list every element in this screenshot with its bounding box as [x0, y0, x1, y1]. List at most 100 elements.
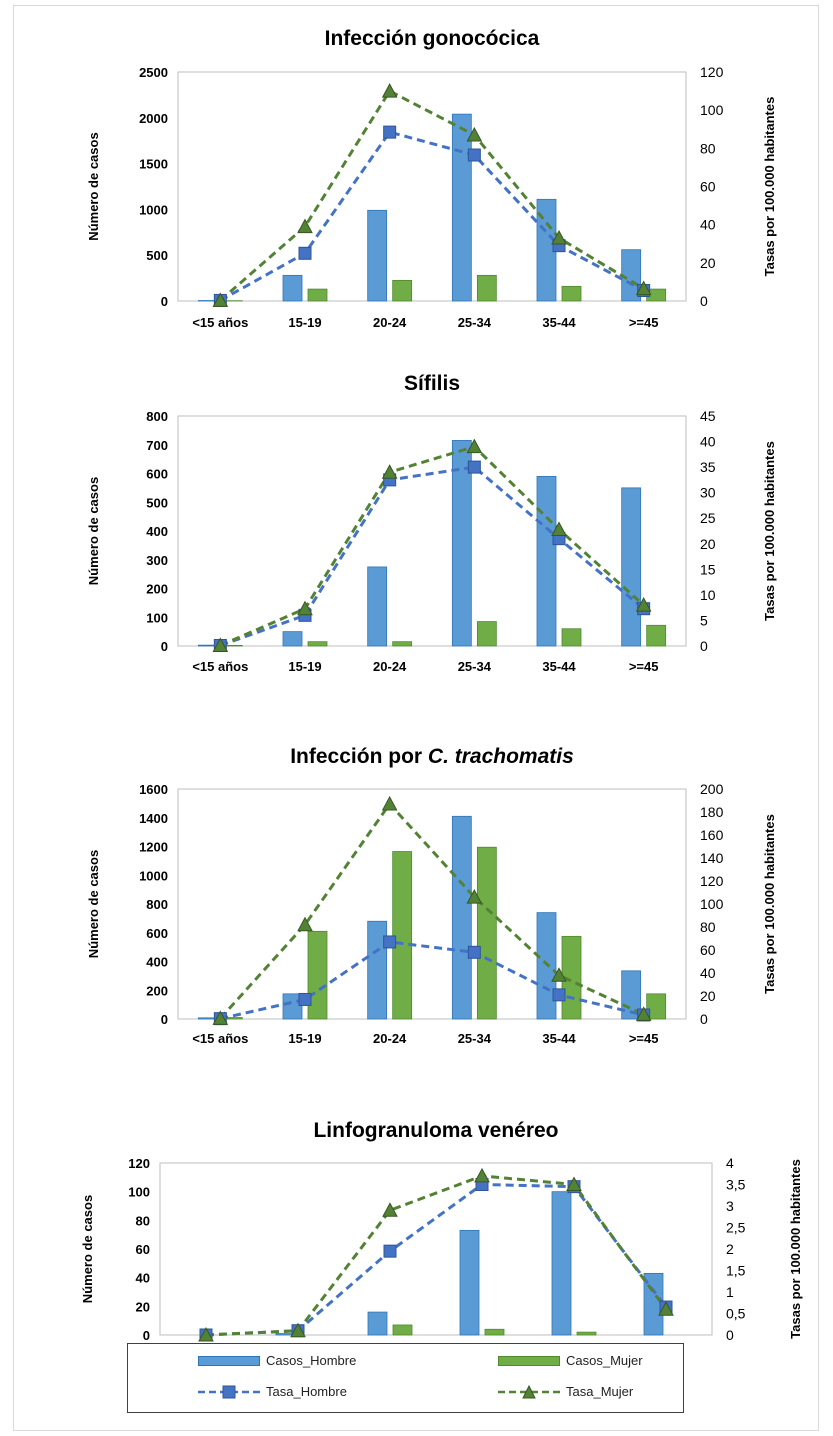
point-tasa-hombre — [383, 125, 397, 139]
y2-tick-label: 40 — [700, 965, 716, 981]
bar-casos-hombre — [282, 631, 303, 647]
y-tick-label: 100 — [128, 1185, 150, 1200]
legend-item-casos-mujer: Casos_Mujer — [498, 1353, 643, 1368]
x-tick-label: 20-24 — [373, 315, 407, 330]
y2-tick-label: 4 — [726, 1155, 734, 1171]
bar-casos-hombre — [551, 1191, 572, 1336]
y-tick-label: 1600 — [139, 782, 168, 797]
chart-legend: Casos_Hombre Casos_Mujer Tasa_Hombre Tas… — [127, 1343, 684, 1413]
point-tasa-mujer — [381, 464, 398, 479]
bar-casos-mujer — [646, 624, 667, 647]
bar-casos-mujer — [476, 621, 497, 647]
line-tasa-mujer — [205, 1174, 668, 1337]
x-tick-label: 25-34 — [458, 315, 492, 330]
line-tasa-mujer — [219, 89, 645, 302]
y2-tick-label: 35 — [700, 459, 716, 475]
point-tasa-mujer — [466, 889, 483, 904]
bar-casos-hombre — [451, 113, 472, 302]
plot-area — [159, 1162, 713, 1336]
point-tasa-mujer — [212, 292, 229, 307]
legend-item-tasa-mujer: Tasa_Mujer — [498, 1384, 633, 1399]
y-tick-label: 800 — [146, 409, 168, 424]
point-tasa-mujer — [551, 521, 567, 536]
y2-tick-label: 0 — [726, 1327, 734, 1343]
y2-axis-title: Tasas por 100.000 habitantes — [788, 1159, 803, 1339]
x-tick-label: 25-34 — [458, 659, 492, 674]
point-tasa-mujer — [198, 1326, 214, 1342]
point-tasa-mujer — [551, 229, 567, 245]
point-tasa-mujer — [381, 83, 398, 98]
point-tasa-mujer — [212, 637, 229, 652]
y2-axis-title: Tasas por 100.000 habitantes — [762, 97, 777, 277]
point-tasa-mujer — [635, 1006, 652, 1021]
x-tick-label: 15-19 — [288, 315, 321, 330]
x-tick-label: 20-24 — [373, 1031, 407, 1046]
y2-tick-label: 40 — [700, 217, 716, 233]
y-tick-label: 0 — [161, 294, 168, 309]
point-tasa-hombre — [298, 246, 312, 260]
y2-tick-label: 2,5 — [726, 1220, 746, 1236]
y-axis-title: Número de casos — [86, 477, 101, 585]
chart-3: Infección por C. trachomatis020040060080… — [86, 745, 777, 1046]
y-axis-title: Número de casos — [86, 132, 101, 240]
bar-casos-hombre — [536, 475, 557, 647]
y-tick-label: 0 — [161, 639, 168, 654]
x-tick-label: >=45 — [629, 659, 659, 674]
point-tasa-mujer — [566, 1176, 582, 1191]
legend-label-casos-mujer: Casos_Mujer — [566, 1353, 643, 1368]
x-tick-label: 35-44 — [542, 1031, 576, 1046]
bar-casos-mujer — [392, 279, 413, 302]
bar-casos-mujer — [307, 288, 328, 302]
bar-casos-hombre — [451, 440, 472, 647]
y-tick-label: 500 — [146, 495, 168, 510]
bar-casos-mujer — [646, 993, 667, 1020]
x-tick-label: >=45 — [629, 1031, 659, 1046]
y2-tick-label: 15 — [700, 561, 716, 577]
y2-tick-label: 3,5 — [726, 1177, 746, 1193]
y-tick-label: 80 — [136, 1213, 150, 1228]
chart-1: Infección gonocócica05001000150020002500… — [86, 27, 777, 330]
point-tasa-hombre — [552, 988, 566, 1002]
x-tick-label: <15 años — [192, 1031, 248, 1046]
x-tick-label: 15-19 — [288, 1031, 321, 1046]
y-tick-label: 400 — [146, 524, 168, 539]
y-tick-label: 800 — [146, 897, 168, 912]
y2-tick-label: 30 — [700, 485, 716, 501]
y-tick-label: 1400 — [139, 811, 168, 826]
chart-title: Infección gonocócica — [325, 27, 540, 50]
bar-casos-mujer — [476, 846, 497, 1020]
y2-tick-label: 80 — [700, 140, 716, 156]
point-tasa-mujer — [635, 280, 652, 296]
x-tick-label: <15 años — [192, 315, 248, 330]
y2-tick-label: 40 — [700, 434, 716, 450]
y2-tick-label: 0,5 — [726, 1306, 746, 1322]
line-tasa-hombre — [219, 465, 645, 647]
y-tick-label: 300 — [146, 553, 168, 568]
y-tick-label: 20 — [136, 1299, 150, 1314]
bar-casos-hombre — [367, 920, 388, 1020]
chart-title: Linfogranuloma venéreo — [313, 1119, 558, 1142]
point-tasa-mujer — [297, 218, 313, 234]
y2-tick-label: 0 — [700, 1011, 708, 1027]
bar-casos-mujer — [476, 274, 497, 302]
y-tick-label: 2500 — [139, 65, 168, 80]
y2-tick-label: 1 — [726, 1284, 734, 1300]
x-tick-label: 20-24 — [373, 659, 407, 674]
legend-swatch-tasa-hombre — [198, 1385, 260, 1398]
point-tasa-mujer — [635, 597, 652, 612]
point-tasa-hombre — [298, 992, 312, 1006]
bar-casos-mujer — [576, 1331, 597, 1336]
chart-title: Sífilis — [404, 372, 460, 395]
bar-casos-mujer — [392, 851, 413, 1020]
chart-title: Infección por C. trachomatis — [290, 745, 574, 768]
point-tasa-mujer — [381, 795, 398, 811]
point-tasa-mujer — [297, 600, 313, 616]
point-tasa-hombre — [467, 460, 481, 474]
point-tasa-hombre — [467, 945, 481, 959]
y2-tick-label: 80 — [700, 919, 716, 935]
point-tasa-mujer — [466, 126, 483, 142]
legend-label-tasa-mujer: Tasa_Mujer — [566, 1384, 634, 1399]
point-tasa-mujer — [466, 438, 483, 454]
y-tick-label: 400 — [146, 955, 168, 970]
